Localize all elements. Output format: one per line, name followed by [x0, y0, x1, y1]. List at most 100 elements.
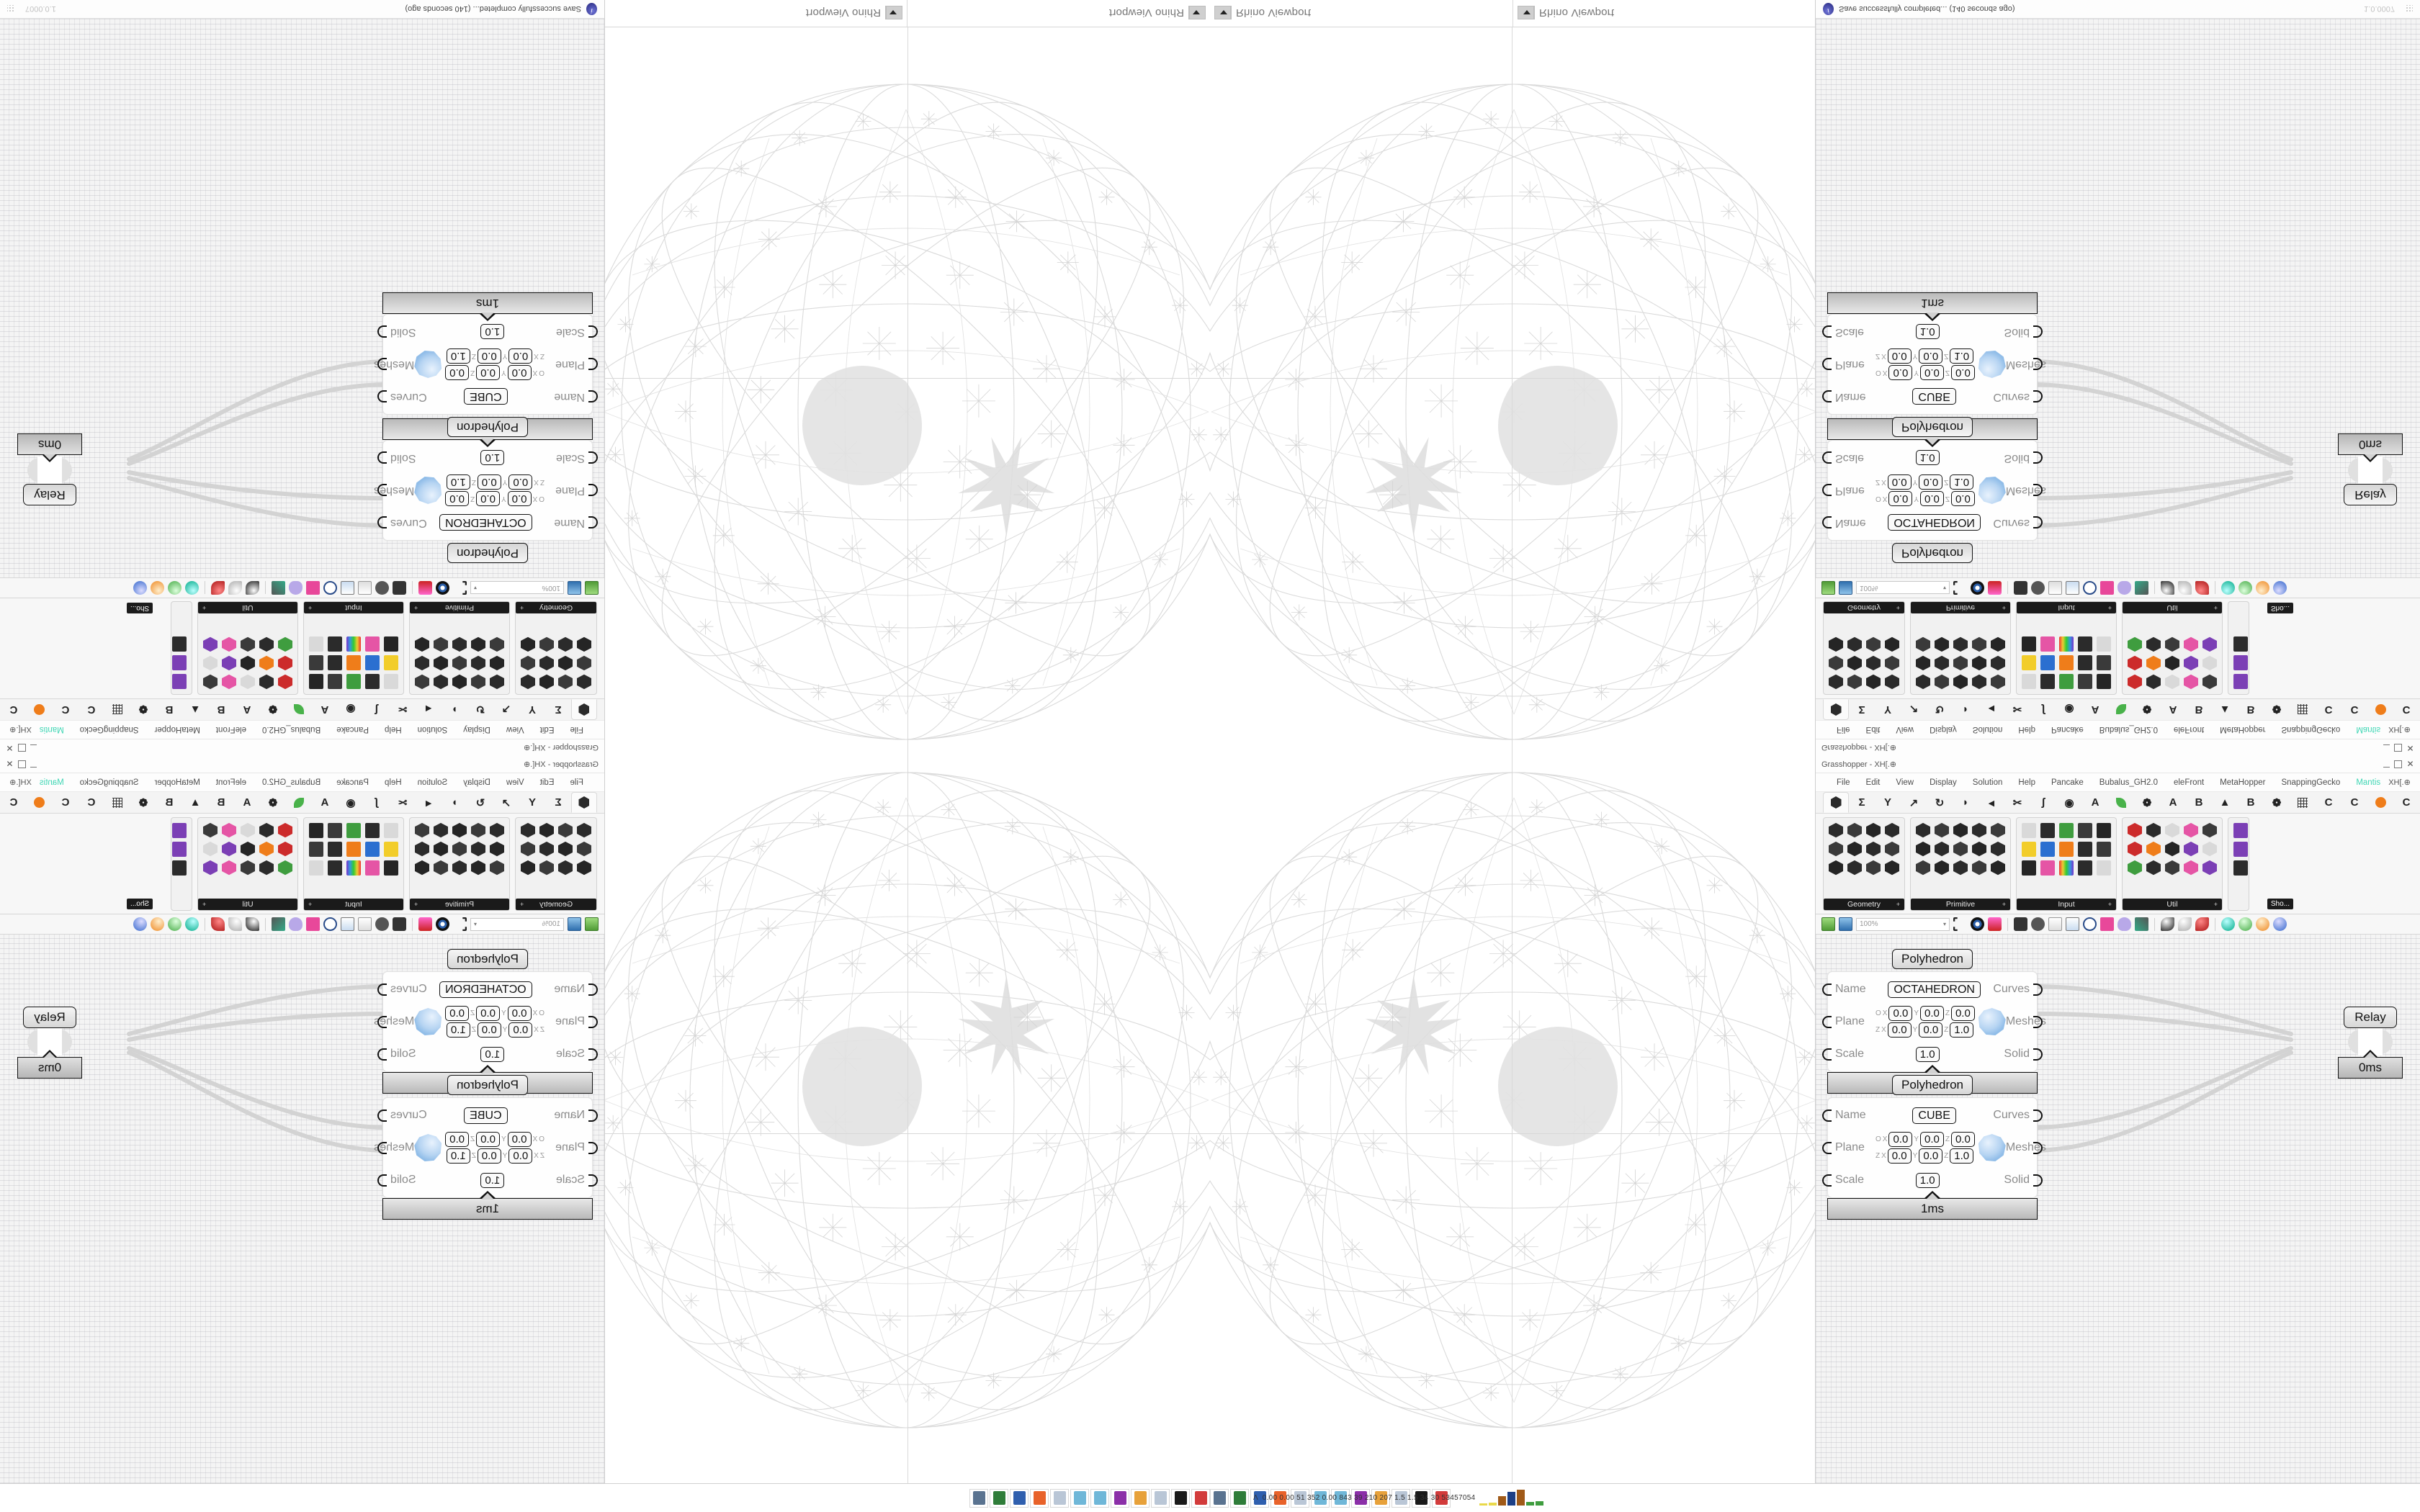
- param-row-scale[interactable]: Scale 1.0 Solid: [1822, 1043, 2043, 1066]
- ribbon-component-icon[interactable]: [2125, 840, 2144, 858]
- component-polyhedron-octahedron[interactable]: Polyhedron Name OCTAHEDRON Curves: [374, 418, 598, 563]
- output-plug-solid[interactable]: [377, 451, 387, 464]
- ribbon-panel-overflow[interactable]: [171, 601, 192, 695]
- ribbon-component-icon[interactable]: [382, 821, 400, 840]
- help-icon[interactable]: [2100, 917, 2114, 931]
- ribbon-panel-geometry[interactable]: Geometry +: [515, 817, 597, 911]
- input-plug-name[interactable]: [1822, 390, 1832, 403]
- ribbon-tab-7[interactable]: ✂: [390, 792, 416, 813]
- gh-canvas[interactable]: Polyhedron Name OCTAHEDRON Curves: [0, 935, 604, 1493]
- window-controls[interactable]: ✕: [6, 759, 37, 769]
- plane-z-x[interactable]: 0.0: [1887, 348, 1912, 364]
- bake-icon[interactable]: [418, 917, 432, 931]
- ribbon-tab-8[interactable]: ʃ: [2030, 792, 2056, 813]
- ribbon-component-icon[interactable]: [220, 821, 238, 840]
- cluster-icon[interactable]: [375, 917, 389, 931]
- menu-item-bubalus-gh2-0[interactable]: Bubalus_GH2.0: [262, 778, 321, 787]
- expand-icon[interactable]: +: [520, 604, 524, 611]
- ribbon-component-icon[interactable]: [1864, 635, 1883, 654]
- ribbon-tab-15[interactable]: ▲: [2212, 699, 2238, 720]
- ribbon-component-icon[interactable]: [413, 821, 431, 840]
- ribbon-component-icon[interactable]: [469, 821, 488, 840]
- bake-icon[interactable]: [1988, 917, 2002, 931]
- plane-z-y[interactable]: 0.0: [477, 1022, 501, 1038]
- ribbon-tab-1[interactable]: Σ: [1849, 792, 1875, 813]
- plane-o-y[interactable]: 0.0: [476, 491, 501, 506]
- ribbon-tab-6[interactable]: ◂: [1978, 792, 2004, 813]
- ribbon-tab-14[interactable]: B: [2186, 792, 2212, 813]
- notes-icon[interactable]: [2066, 917, 2079, 931]
- ribbon-component-icon[interactable]: [2182, 635, 2200, 654]
- plane-zaxis-row[interactable]: Z X 0.0 Y 0.0 Z 1.0: [445, 1022, 544, 1038]
- ribbon-component-icon[interactable]: [307, 840, 326, 858]
- component-caption[interactable]: Polyhedron: [447, 417, 529, 437]
- input-plug-name[interactable]: [588, 516, 598, 529]
- ribbon-component-icon[interactable]: [450, 858, 469, 877]
- ribbon-tab-21[interactable]: [27, 699, 53, 720]
- ribbon-panel-label[interactable]: Primitive +: [1911, 602, 2010, 613]
- ribbon-component-icon[interactable]: [413, 672, 431, 691]
- preview-eye-icon[interactable]: [436, 581, 449, 595]
- ribbon-component-icon[interactable]: [382, 672, 400, 691]
- ribbon-component-icon[interactable]: [2200, 858, 2219, 877]
- plane-o-z[interactable]: 0.0: [445, 365, 470, 380]
- ribbon-component-icon[interactable]: [1864, 672, 1883, 691]
- plane-origin-row[interactable]: O X 0.0 Y 0.0 Z 0.0: [445, 365, 544, 380]
- ribbon-component-icon[interactable]: [326, 858, 344, 877]
- ribbon-component-icon[interactable]: [2182, 858, 2200, 877]
- ribbon-component-icon[interactable]: [1932, 654, 1951, 672]
- ribbon-component-icon[interactable]: [1883, 654, 1901, 672]
- plane-o-x[interactable]: 0.0: [1888, 1132, 1913, 1147]
- component-polyhedron-octahedron[interactable]: Polyhedron Name OCTAHEDRON Curves: [1822, 949, 2046, 1094]
- menu-item-bubalus-gh2-0[interactable]: Bubalus_GH2.0: [262, 725, 321, 734]
- gh-title-bar[interactable]: Grasshopper - XH[.⊕ ✕: [0, 756, 604, 773]
- ribbon-tab-12[interactable]: ❁: [2134, 792, 2160, 813]
- ribbon-component-icon[interactable]: [170, 635, 189, 654]
- input-plug-scale[interactable]: [1822, 1174, 1832, 1187]
- ribbon-component-icon[interactable]: [556, 635, 575, 654]
- ribbon-component-icon[interactable]: [220, 672, 238, 691]
- ribbon-component-icon[interactable]: [2076, 840, 2094, 858]
- relay-label[interactable]: Relay: [23, 1007, 76, 1028]
- ribbon-panel-label[interactable]: Util +: [198, 899, 297, 910]
- ribbon-tab-9[interactable]: ◉: [338, 792, 364, 813]
- param-row-scale[interactable]: Scale 1.0 Solid: [377, 1169, 598, 1192]
- viewport-tab-left[interactable]: Rhino Viewport: [1210, 0, 1512, 27]
- component-body[interactable]: Name CUBE Curves Plane: [374, 1097, 598, 1198]
- component-polyhedron-cube[interactable]: Polyhedron Name CUBE Curves: [374, 1075, 598, 1220]
- ribbon-component-icon[interactable]: [1845, 654, 1864, 672]
- ribbon-component-icon[interactable]: [1827, 635, 1845, 654]
- plane-z-x[interactable]: 0.0: [1887, 1022, 1912, 1038]
- ribbon-component-icon[interactable]: [2094, 840, 2113, 858]
- menu-item-mantis[interactable]: Mantis: [2356, 725, 2381, 734]
- ribbon-component-icon[interactable]: [363, 858, 382, 877]
- param-row-name[interactable]: Name OCTAHEDRON Curves: [377, 978, 598, 1001]
- ribbon-tab-13[interactable]: A: [234, 699, 260, 720]
- ribbon-component-icon[interactable]: [1914, 858, 1932, 877]
- taskbar-app-terminal[interactable]: [1230, 1488, 1249, 1508]
- ribbon-component-icon[interactable]: [575, 635, 593, 654]
- ribbon-component-icon[interactable]: [1864, 821, 1883, 840]
- ribbon-component-icon[interactable]: [2163, 672, 2182, 691]
- ribbon-component-icon[interactable]: [382, 654, 400, 672]
- ribbon-component-icon[interactable]: [170, 672, 189, 691]
- input-plug-plane[interactable]: [1822, 484, 1832, 497]
- menu-item-solution[interactable]: Solution: [1972, 778, 2003, 787]
- chevron-down-icon[interactable]: ▾: [474, 921, 478, 927]
- menu-item-help[interactable]: Help: [384, 725, 402, 734]
- plane-o-y[interactable]: 0.0: [1919, 1006, 1944, 1021]
- preview-eye-icon[interactable]: [436, 917, 449, 931]
- ribbon-tab-6[interactable]: ◂: [416, 699, 442, 720]
- ribbon-component-icon[interactable]: [1989, 635, 2007, 654]
- chevron-down-icon[interactable]: ▾: [474, 585, 478, 591]
- plane-o-z[interactable]: 0.0: [445, 1006, 470, 1021]
- scale-field[interactable]: 1.0: [1915, 1172, 1940, 1188]
- plane-origin-row[interactable]: O X 0.0 Y 0.0 Z 0.0: [1876, 1132, 1975, 1147]
- menu-item-metahopper[interactable]: MetaHopper: [154, 725, 200, 734]
- relay-label[interactable]: Relay: [2344, 1007, 2397, 1028]
- expand-icon[interactable]: +: [2002, 901, 2006, 908]
- ribbon-tab-19[interactable]: C: [79, 792, 104, 813]
- chevron-down-icon[interactable]: ▾: [1942, 585, 1946, 591]
- ribbon-component-icon[interactable]: [363, 840, 382, 858]
- ribbon-tab-18[interactable]: [2290, 699, 2316, 720]
